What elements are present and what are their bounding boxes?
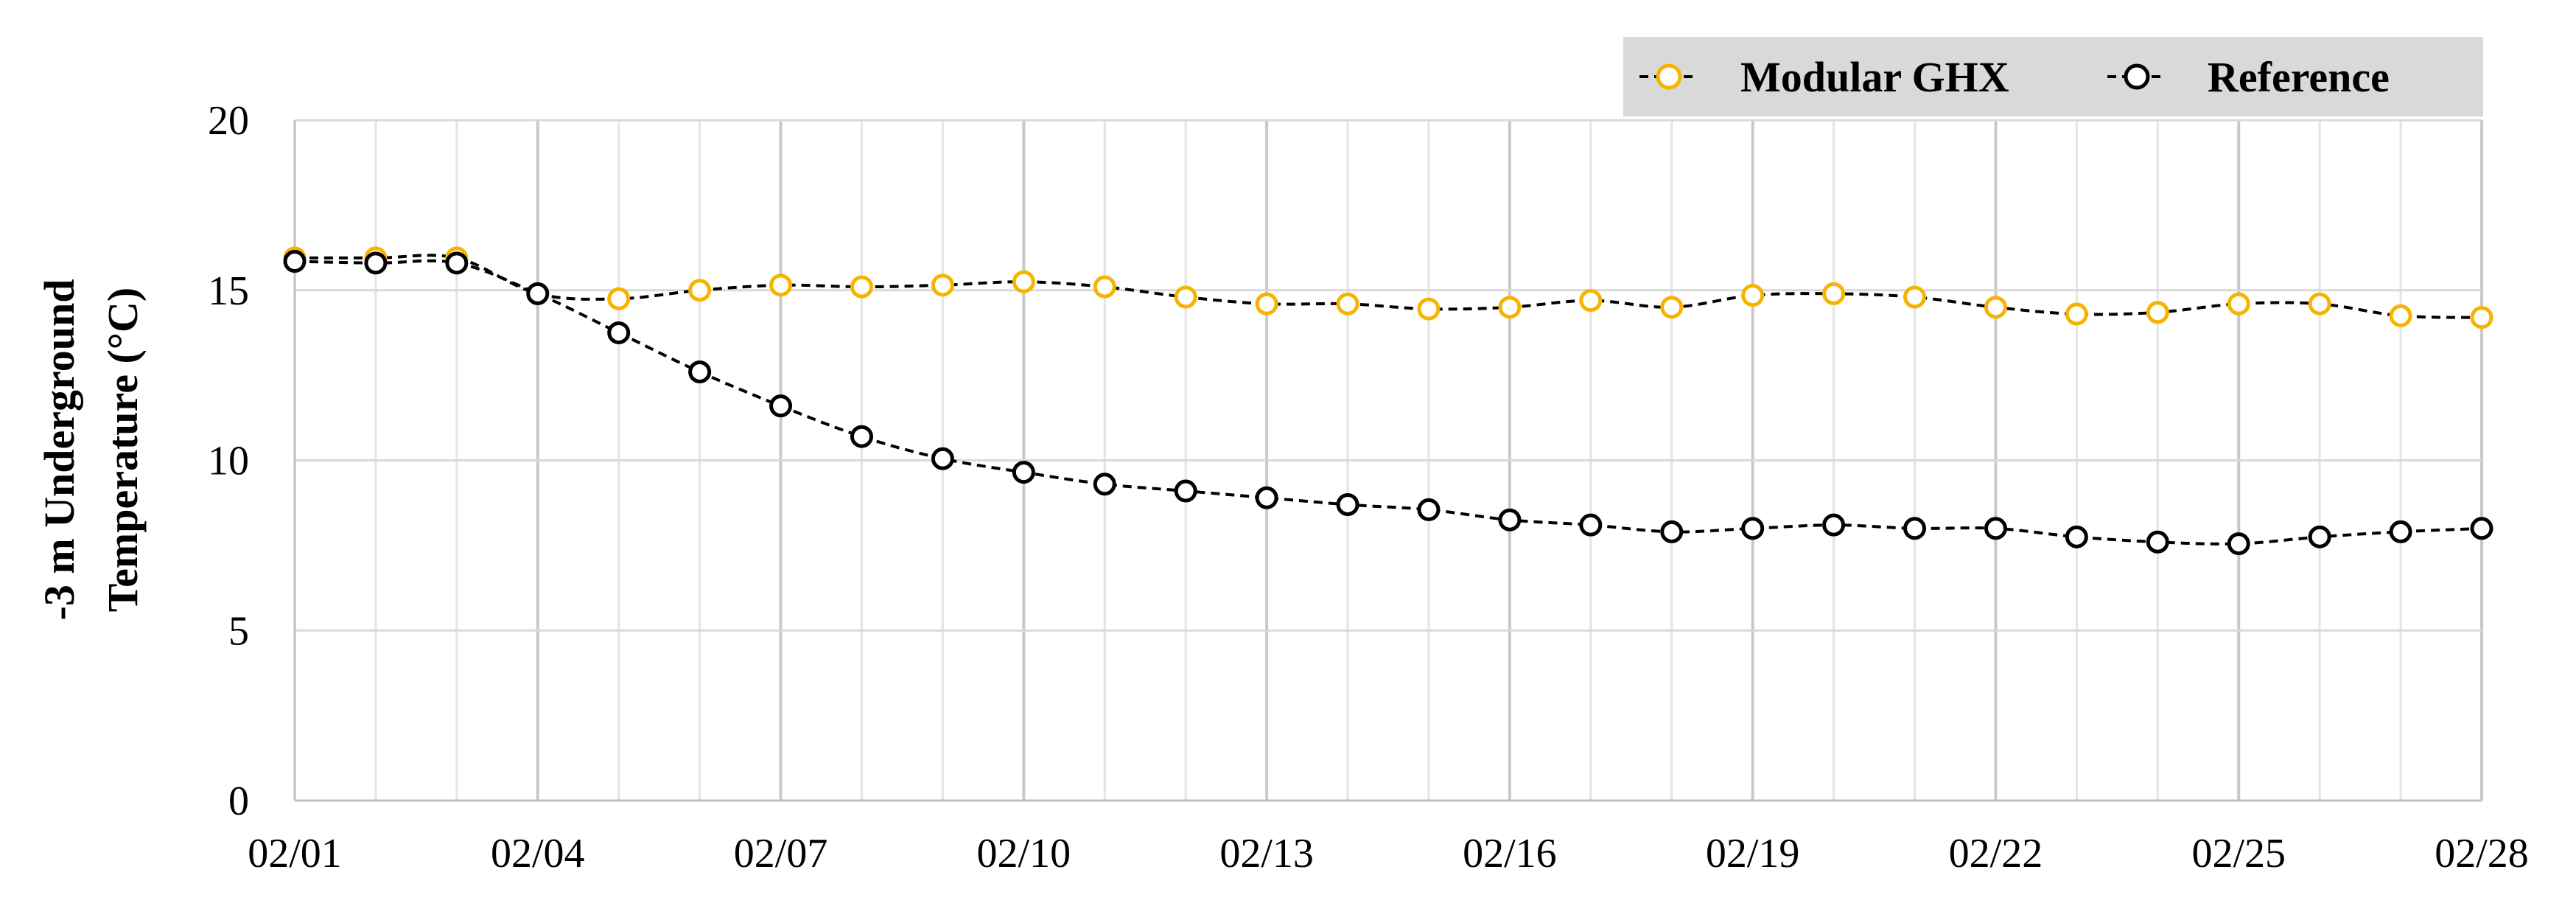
- data-point-reference: [1093, 473, 1116, 496]
- data-point-reference: [1660, 520, 1684, 543]
- data-point-reference: [2470, 517, 2493, 540]
- data-point-reference: [2227, 532, 2250, 556]
- data-point-reference: [1984, 517, 2007, 540]
- x-tick-label: 02/16: [1463, 831, 1557, 877]
- legend: Modular GHX Reference: [1623, 37, 2483, 116]
- x-tick-label: 02/10: [977, 831, 1071, 877]
- data-point-modular-ghx: [1498, 296, 1522, 319]
- data-point-modular-ghx: [1579, 289, 1603, 313]
- series-line-reference: [294, 259, 2482, 546]
- y-axis-title-line-1: -3 m Underground: [35, 279, 83, 621]
- x-tick-label: 02/25: [2191, 831, 2286, 877]
- x-tick-label: 02/22: [1949, 831, 2043, 877]
- data-point-modular-ghx: [2227, 292, 2250, 316]
- legend-marker-modular-ghx: [1656, 63, 1682, 90]
- data-point-modular-ghx: [1984, 296, 2007, 319]
- data-point-reference: [445, 251, 469, 275]
- data-point-modular-ghx: [2389, 304, 2412, 327]
- y-axis-title-line-2: Temperature (°C): [99, 288, 147, 612]
- data-point-modular-ghx: [1417, 297, 1441, 321]
- y-axis-title: -3 m Underground Temperature (°C): [35, 279, 147, 621]
- gridlines: [295, 119, 2483, 801]
- y-tick-label: 15: [208, 268, 249, 314]
- data-point-modular-ghx: [1093, 275, 1116, 299]
- data-point-modular-ghx: [2146, 301, 2169, 324]
- x-tick-label: 02/13: [1219, 831, 1314, 877]
- series-line-modular-ghx: [295, 254, 2482, 319]
- legend-box: [1623, 37, 2483, 116]
- x-tick-label: 02/07: [734, 831, 828, 877]
- series-group: [283, 246, 2493, 556]
- data-point-reference: [688, 360, 712, 384]
- data-point-reference: [1255, 486, 1278, 509]
- data-point-modular-ghx: [607, 287, 631, 310]
- y-tick-label: 20: [208, 98, 249, 144]
- data-point-reference: [1741, 517, 1765, 540]
- data-point-reference: [2389, 520, 2412, 543]
- data-point-reference: [1336, 492, 1359, 516]
- data-point-modular-ghx: [688, 279, 712, 302]
- data-point-reference: [1174, 479, 1197, 503]
- data-point-reference: [1822, 513, 1846, 537]
- data-point-reference: [364, 251, 388, 275]
- data-point-reference: [2146, 530, 2169, 554]
- data-point-reference: [1498, 508, 1522, 532]
- data-point-reference: [1903, 517, 1927, 540]
- data-point-reference: [850, 425, 873, 448]
- y-tick-label: 0: [228, 778, 249, 824]
- data-point-reference: [769, 394, 793, 418]
- x-tick-label: 02/04: [491, 831, 585, 877]
- legend-entry-reference: Reference: [2107, 53, 2390, 101]
- tick-labels: 0 5 10 15 20 02/01 02/04 02/07 02/10 02/13 02/16 02…: [208, 98, 2529, 877]
- data-point-modular-ghx: [2065, 302, 2088, 326]
- data-point-reference: [607, 321, 631, 344]
- data-point-modular-ghx: [1660, 296, 1684, 319]
- data-point-reference: [2308, 525, 2331, 548]
- data-point-modular-ghx: [1903, 285, 1927, 309]
- data-point-modular-ghx: [769, 273, 793, 297]
- data-point-reference: [1012, 461, 1035, 484]
- legend-label-reference: Reference: [2208, 53, 2390, 101]
- data-point-reference: [1417, 498, 1441, 521]
- data-point-reference: [1579, 513, 1603, 537]
- axes: [293, 120, 2482, 802]
- legend-entry-modular-ghx: Modular GHX: [1639, 53, 2009, 101]
- x-tick-label: 02/01: [248, 831, 342, 877]
- data-point-modular-ghx: [1336, 292, 1359, 316]
- series-reference: [283, 250, 2493, 556]
- data-point-modular-ghx: [850, 275, 873, 299]
- y-tick-label: 5: [228, 608, 249, 654]
- data-point-modular-ghx: [1012, 270, 1035, 293]
- legend-label-modular-ghx: Modular GHX: [1740, 53, 2009, 101]
- data-point-reference: [283, 250, 307, 273]
- data-point-reference: [931, 447, 954, 470]
- data-point-modular-ghx: [1822, 282, 1846, 305]
- data-point-reference: [2065, 525, 2088, 548]
- data-point-modular-ghx: [2308, 292, 2331, 316]
- data-point-modular-ghx: [2470, 306, 2493, 330]
- x-tick-label: 02/19: [1706, 831, 1800, 877]
- data-point-modular-ghx: [931, 273, 954, 297]
- data-point-modular-ghx: [1174, 285, 1197, 309]
- data-point-modular-ghx: [1741, 284, 1765, 307]
- data-point-reference: [526, 282, 550, 305]
- x-tick-label: 02/28: [2435, 831, 2529, 877]
- legend-marker-reference: [2124, 63, 2150, 90]
- y-tick-label: 10: [208, 439, 249, 484]
- data-point-modular-ghx: [1255, 292, 1278, 316]
